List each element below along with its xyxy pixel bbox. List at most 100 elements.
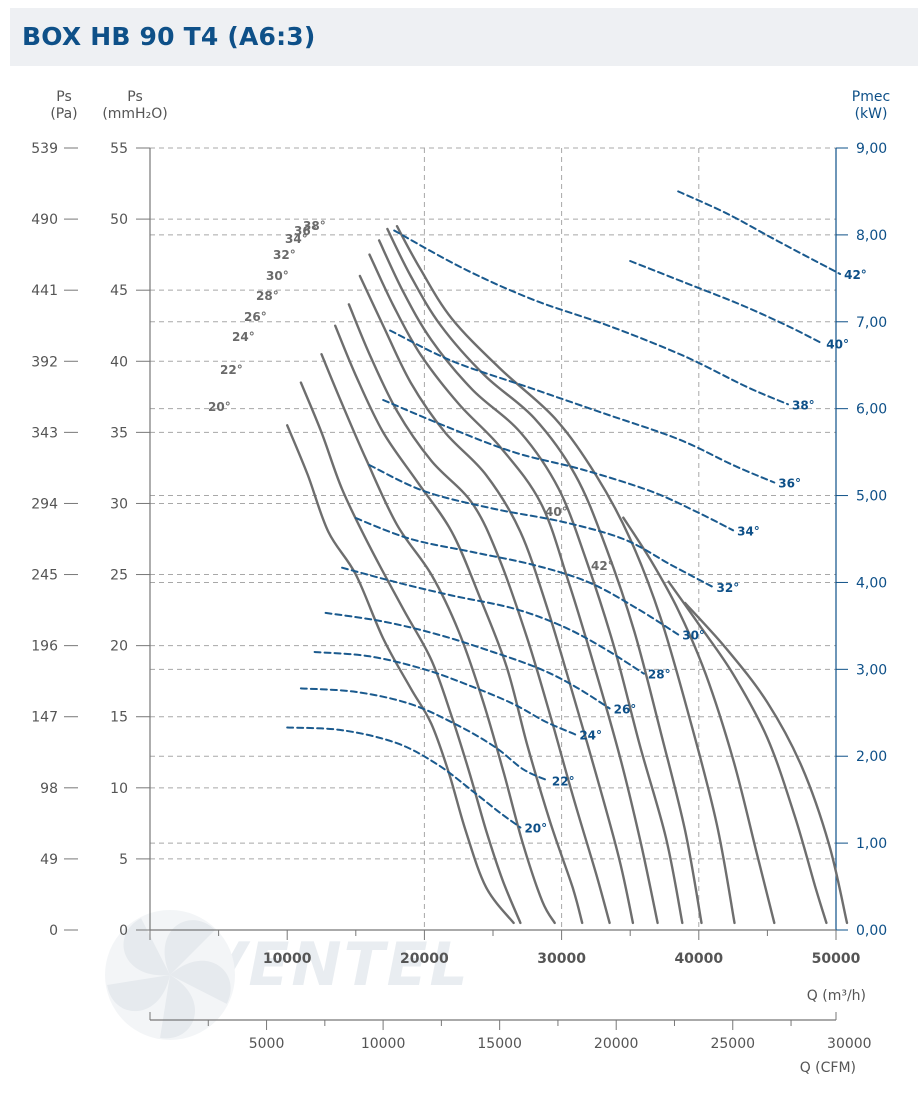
power-curve: [629, 260, 824, 345]
power-curve-label: 34°: [737, 524, 760, 538]
y-tick-label-right: 8,00: [856, 228, 887, 244]
pressure-curve-label: 30°: [266, 269, 289, 283]
pressure-curve: [395, 225, 736, 925]
pressure-curve: [320, 353, 556, 925]
x-tick-label-cfm: 15000: [477, 1036, 522, 1052]
y-tick-label-mm: 50: [110, 212, 128, 228]
x-tick-label: 10000: [263, 951, 312, 967]
title-bar: [10, 8, 918, 66]
y-tick-label-mm: 40: [110, 354, 128, 370]
pressure-curve: [299, 381, 522, 925]
x-tick-label-cfm: 20000: [594, 1036, 639, 1052]
x-tick-label-cfm: 25000: [710, 1036, 755, 1052]
x-tick-label-cfm: 5000: [249, 1036, 285, 1052]
power-curve-label: 42°: [844, 268, 867, 282]
y-tick-label-right: 2,00: [856, 749, 887, 765]
pressure-curve-label: 20°: [208, 400, 231, 414]
y-tick-label-pa: 147: [31, 710, 58, 726]
pressure-curve-label: 40°: [545, 505, 568, 519]
y-tick-label-pa: 392: [31, 354, 58, 370]
power-curve-label: 36°: [778, 477, 801, 491]
pressure-curve-label: 34°: [285, 232, 308, 246]
axes: Ps(Pa)Ps(mmH₂O)Pmec(kW)00549109815147201…: [31, 89, 890, 1076]
pressure-curve-label: 42°: [591, 559, 614, 573]
x-axis-label: Q (m³/h): [807, 988, 866, 1004]
y-tick-label-right: 4,00: [856, 575, 887, 591]
y-tick-label-pa: 294: [31, 496, 58, 512]
power-curve: [393, 229, 789, 406]
y-tick-label-pa: 49: [40, 852, 58, 868]
y-axis-pa-unit: (Pa): [50, 106, 77, 122]
pressure-curve-label: 26°: [244, 310, 267, 324]
power-curve-label: 38°: [792, 398, 815, 412]
y-tick-label-pa: 441: [31, 283, 58, 299]
y-tick-label-mm: 0: [119, 923, 128, 939]
y-tick-label-pa: 196: [31, 639, 58, 655]
pressure-curve: [622, 516, 776, 925]
y-tick-label-pa: 245: [31, 568, 58, 584]
power-curve-label: 22°: [552, 775, 575, 789]
pressure-curve: [683, 601, 849, 925]
pressure-curve: [667, 580, 828, 925]
y-tick-label-pa: 98: [40, 781, 58, 797]
y-tick-label-mm: 30: [110, 496, 128, 512]
x-tick-label: 40000: [674, 951, 723, 967]
pressure-curve-label: 24°: [232, 330, 255, 344]
logo-blade: [107, 975, 170, 1012]
y-tick-label-mm: 25: [110, 568, 128, 584]
x-tick-label: 20000: [400, 951, 449, 967]
y-tick-label-right: 3,00: [856, 662, 887, 678]
power-curves: [286, 190, 842, 829]
pressure-curve: [286, 424, 515, 925]
y-tick-label-mm: 20: [110, 639, 128, 655]
pressure-curve-label: 32°: [273, 248, 296, 262]
x-tick-label: 30000: [537, 951, 586, 967]
pressure-curves: [286, 225, 849, 925]
power-curve-label: 40°: [826, 338, 849, 352]
power-curve-label: 20°: [524, 821, 547, 835]
power-curve-label: 28°: [648, 668, 671, 682]
y-tick-label-mm: 10: [110, 781, 128, 797]
y-axis-mm-unit: (mmH₂O): [102, 106, 167, 122]
power-curve: [368, 464, 714, 588]
power-curve-label: 24°: [579, 729, 602, 743]
y-tick-label-pa: 490: [31, 212, 58, 228]
y-tick-label-mm: 35: [110, 425, 128, 441]
pressure-curve-label: 38°: [303, 219, 326, 233]
x-tick-label-cfm: 10000: [361, 1036, 406, 1052]
logo-blade: [160, 975, 195, 1039]
watermark-text: VENTEL: [200, 930, 470, 1000]
pressure-curve-label: 22°: [220, 363, 243, 377]
logo-blade: [123, 918, 170, 976]
power-curve: [677, 190, 842, 275]
y-tick-label-right: 1,00: [856, 836, 887, 852]
logo-blade: [170, 960, 231, 1004]
power-curve: [286, 726, 522, 829]
x-tick-label-cfm: 30000: [827, 1036, 872, 1052]
pressure-curve: [368, 253, 659, 925]
power-curve: [354, 517, 680, 636]
y-tick-label-right: 0,00: [856, 923, 887, 939]
power-curve-label: 32°: [717, 581, 740, 595]
pressure-curve: [377, 239, 684, 925]
y-tick-label-right: 6,00: [856, 402, 887, 418]
power-curve-label: 30°: [682, 629, 705, 643]
pressure-curve-label: 28°: [256, 289, 279, 303]
y-tick-label-right: 9,00: [856, 141, 887, 157]
y-axis-pa-label: Ps: [56, 89, 72, 105]
power-curve: [299, 687, 549, 782]
power-curve: [324, 611, 611, 710]
y-tick-label-mm: 15: [110, 710, 128, 726]
y-axis-right-label: Pmec: [852, 89, 890, 105]
y-tick-label-right: 7,00: [856, 315, 887, 331]
y-tick-label-mm: 45: [110, 283, 128, 299]
y-axis-right-unit: (kW): [855, 106, 888, 122]
pressure-curve: [386, 227, 703, 925]
chart-title: BOX HB 90 T4 (A6:3): [22, 22, 316, 51]
pressure-curve: [358, 274, 635, 925]
y-axis-mm-label: Ps: [127, 89, 143, 105]
power-curve: [313, 651, 577, 736]
pressure-curve: [334, 324, 584, 925]
y-tick-label-right: 5,00: [856, 489, 887, 505]
y-tick-label-pa: 343: [31, 425, 58, 441]
